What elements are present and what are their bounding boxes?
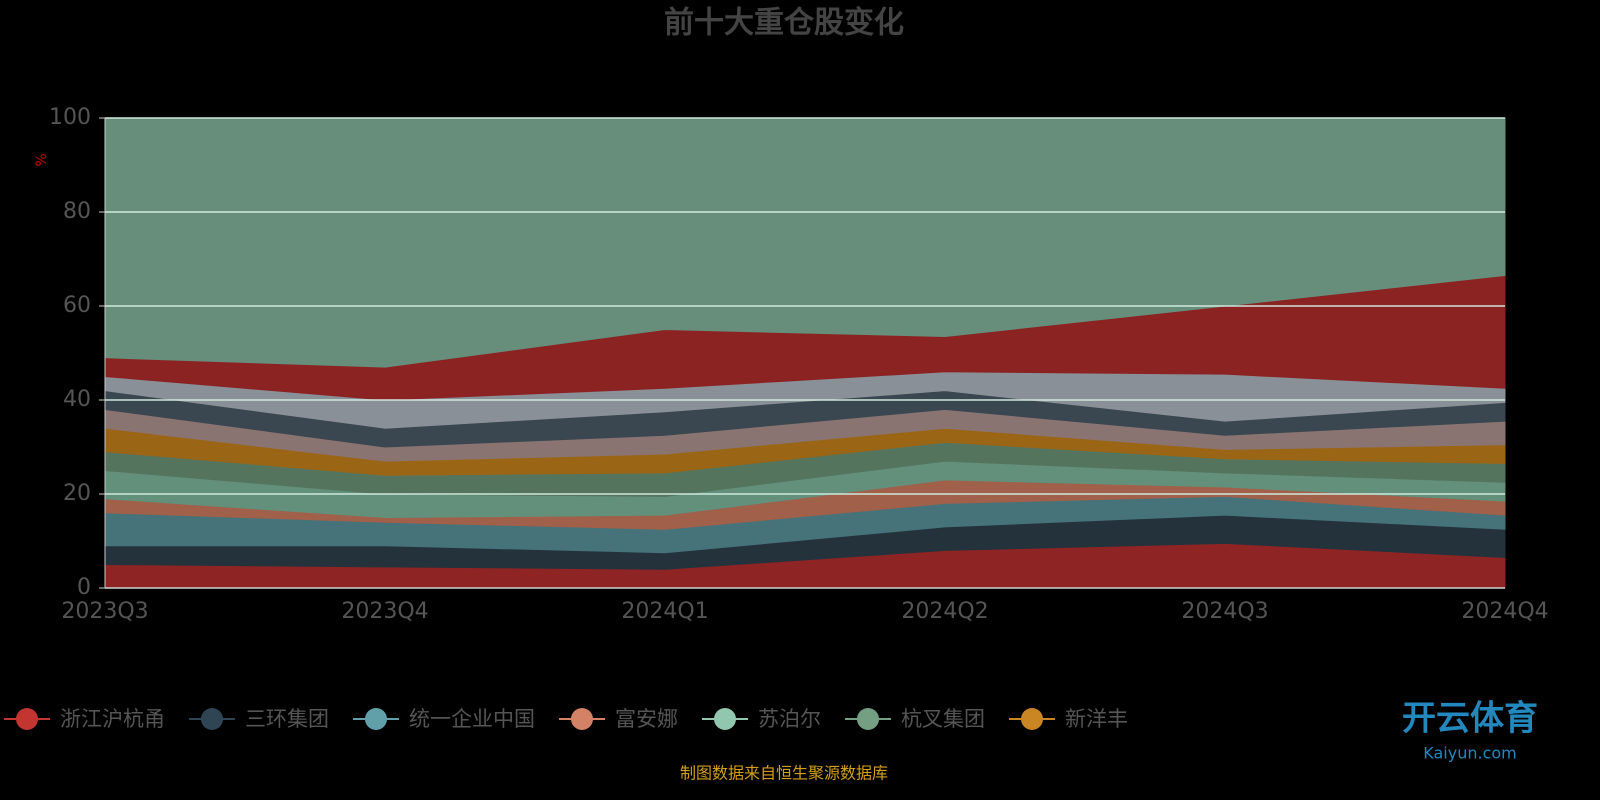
legend-marker — [1021, 708, 1043, 730]
legend-label: 富安娜 — [615, 707, 678, 731]
x-tick-label: 2024Q3 — [1181, 599, 1268, 624]
legend-label: 浙江沪杭甬 — [60, 707, 165, 731]
x-tick-label: 2024Q1 — [621, 599, 708, 624]
areas — [104, 117, 1506, 589]
source-note: 制图数据来自恒生聚源数据库 — [680, 764, 888, 783]
x-tick-label: 2023Q3 — [61, 599, 148, 624]
y-tick-label: 80 — [63, 199, 91, 224]
y-tick-label: 20 — [63, 481, 91, 506]
x-tick-label: 2023Q4 — [341, 599, 428, 624]
x-tick-label: 2024Q2 — [901, 599, 988, 624]
legend-marker — [201, 708, 223, 730]
y-unit: % — [34, 153, 50, 166]
watermark: 开云体育 — [1402, 699, 1538, 739]
x-tick-label: 2024Q4 — [1461, 599, 1548, 624]
legend-label: 苏泊尔 — [758, 707, 821, 731]
y-tick-label: 40 — [63, 387, 91, 412]
legend-label: 统一企业中国 — [409, 707, 535, 731]
y-tick-label: 100 — [49, 105, 91, 130]
legend-marker — [16, 708, 38, 730]
legend-label: 杭叉集团 — [901, 707, 985, 731]
legend-label: 三环集团 — [245, 707, 329, 731]
legend-marker — [571, 708, 593, 730]
y-tick-label: 0 — [77, 575, 91, 600]
legend-marker — [714, 708, 736, 730]
legend-marker — [857, 708, 879, 730]
watermark: Kaiyun.com — [1423, 744, 1516, 763]
y-tick-label: 60 — [63, 293, 91, 318]
chart-title: 前十大重仓股变化 — [664, 6, 904, 41]
legend-label: 新洋丰 — [1065, 707, 1128, 731]
legend-marker — [365, 708, 387, 730]
